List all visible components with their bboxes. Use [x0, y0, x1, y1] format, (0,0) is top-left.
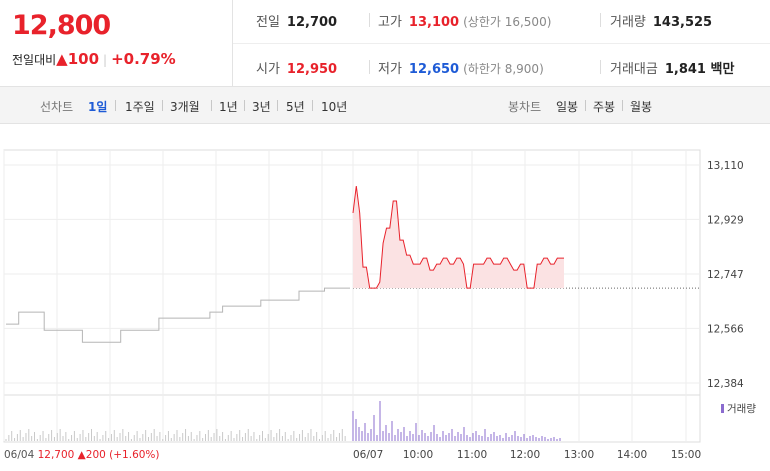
- change-label: 전일대비: [12, 53, 57, 67]
- period-10y[interactable]: 10년: [321, 100, 348, 114]
- open-label: 시가: [256, 62, 280, 77]
- candle-weekly[interactable]: 주봉: [593, 100, 616, 114]
- high-label: 고가: [378, 15, 402, 30]
- x-tick-label: 14:00: [617, 449, 647, 461]
- prev-close: 전일 12,700: [256, 11, 337, 30]
- x-tick-label: 13:00: [564, 449, 594, 461]
- plot-frame: [3, 149, 701, 443]
- quote-header: 12,800 전일대비▲100 | +0.79% 전일 12,700 고가 13,100…: [0, 0, 770, 87]
- y-tick-label: 12,747: [707, 269, 744, 281]
- amount-value: 1,841 백만: [664, 62, 735, 77]
- period-3m[interactable]: 3개월: [170, 100, 200, 114]
- period-1y[interactable]: 1년: [219, 100, 238, 114]
- x-tick-label: 10:00: [403, 449, 433, 461]
- period-3y[interactable]: 3년: [252, 100, 271, 114]
- chart-toolbar: 선차트 1일 1주일 3개월 1년 3년 5년 10년 봉차트 일봉 주봉 월봉: [0, 87, 770, 124]
- y-tick-label: 13,110: [707, 160, 744, 172]
- period-1w[interactable]: 1주일: [125, 100, 155, 114]
- candle-monthly[interactable]: 월봉: [630, 100, 653, 114]
- low-price: 저가 12,650 (하한가 8,900): [378, 58, 544, 77]
- up-arrow-icon: ▲: [74, 449, 86, 461]
- volume-legend-swatch: [721, 404, 724, 413]
- upper-limit: (상한가 16,500): [463, 15, 552, 29]
- change-value: 100: [67, 50, 100, 68]
- amount-label: 거래대금: [610, 62, 658, 77]
- lower-limit: (하한가 8,900): [463, 62, 544, 76]
- x-tick-label: 15:00: [671, 449, 701, 461]
- prev-close-label: 전일: [256, 15, 280, 30]
- prev-change: 200: [86, 449, 106, 461]
- today-fill: [353, 186, 564, 289]
- prev-pct: (+1.60%): [106, 449, 160, 461]
- volume-label: 거래량: [610, 15, 646, 30]
- candle-chart-label: 봉차트: [508, 100, 542, 114]
- current-price: 12,800: [12, 10, 111, 41]
- x-tick-label: 12:00: [510, 449, 540, 461]
- y-tick-label: 12,566: [707, 323, 744, 335]
- y-tick-label: 12,384: [707, 378, 744, 390]
- up-arrow-icon: ▲: [56, 50, 68, 68]
- period-1d[interactable]: 1일: [88, 100, 108, 114]
- prev-close-value: 12,700: [286, 15, 338, 30]
- y-tick-label: 12,929: [707, 214, 744, 226]
- trade-amount: 거래대금 1,841 백만: [610, 58, 734, 77]
- price-box: 12,800 전일대비▲100 | +0.79%: [0, 0, 233, 86]
- low-label: 저가: [378, 62, 402, 77]
- volume: 거래량 143,525: [610, 11, 712, 30]
- prev-date: 06/04: [4, 449, 35, 461]
- price-change: 전일대비▲100 | +0.79%: [12, 50, 176, 68]
- prev-day-series: [6, 287, 350, 343]
- open-value: 12,950: [286, 62, 338, 77]
- high-value: 13,100: [408, 15, 460, 30]
- volume-value: 143,525: [652, 15, 713, 30]
- open-price: 시가 12,950: [256, 58, 337, 77]
- low-value: 12,650: [408, 62, 460, 77]
- line-chart-label: 선차트: [40, 100, 74, 114]
- today-series: [352, 185, 564, 289]
- period-5y[interactable]: 5년: [286, 100, 305, 114]
- high-price: 고가 13,100 (상한가 16,500): [378, 11, 551, 30]
- change-percent: +0.79%: [111, 50, 176, 68]
- x-tick-label: 06/07: [353, 449, 383, 461]
- x-tick-label: 11:00: [457, 449, 487, 461]
- candle-daily[interactable]: 일봉: [556, 100, 579, 114]
- prev-day-info: 06/04 12,700 ▲200 (+1.60%): [4, 449, 160, 461]
- volume-legend-label: 거래량: [727, 403, 756, 415]
- prev-price: 12,700: [34, 449, 74, 461]
